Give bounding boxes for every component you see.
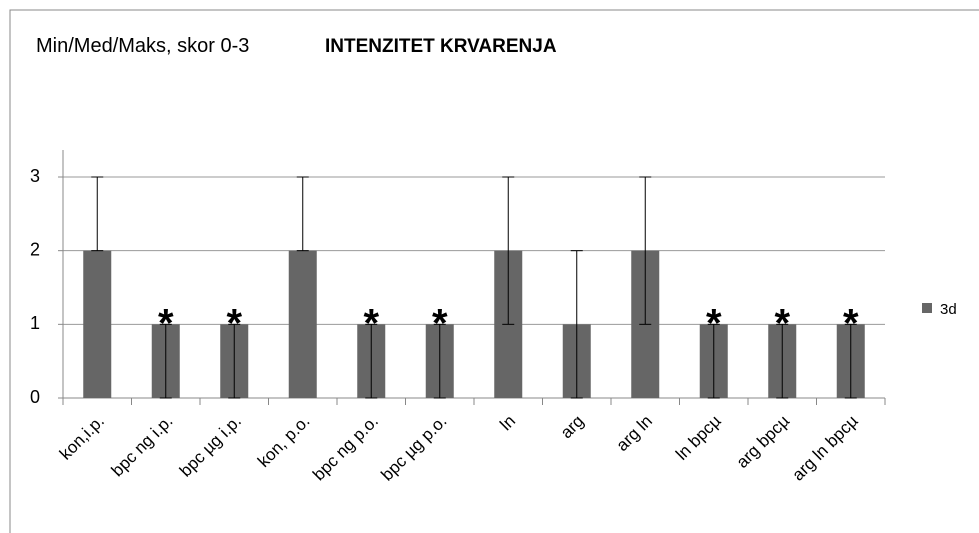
y-tick-label: 2 [30, 239, 40, 259]
significance-marker: * [432, 301, 448, 345]
chart-title: Min/Med/Maks, skor 0-3 [36, 35, 249, 57]
legend-label: 3d [940, 301, 957, 318]
x-tick-label: arg [557, 411, 588, 442]
y-tick-label: 0 [30, 387, 40, 407]
bar [83, 250, 112, 398]
y-tick-label: 1 [30, 313, 40, 333]
x-tick-label: arg ln bpcµ [788, 411, 861, 484]
x-tick-label: bpc µg i.p. [176, 411, 245, 480]
significance-marker: * [158, 301, 174, 345]
x-tick-label: ln [496, 411, 519, 434]
chart-subtitle: INTENZITET KRVARENJA [325, 36, 557, 57]
significance-marker: * [843, 301, 859, 345]
x-tick-label: arg ln [613, 411, 657, 455]
legend-swatch [922, 303, 932, 313]
x-tick-label: bpc ng p.o. [309, 411, 382, 484]
bar [288, 250, 317, 398]
x-tick-label: bpc ng i.p. [108, 411, 177, 480]
x-tick-label: ln bpcµ [672, 411, 725, 464]
y-tick-label: 3 [30, 166, 40, 186]
x-tick-label: arg bpcµ [733, 411, 794, 472]
significance-marker: * [226, 301, 242, 345]
x-tick-label: kon,i.p. [56, 411, 108, 463]
significance-marker: * [363, 301, 379, 345]
chart-frame [9, 9, 979, 533]
x-tick-label: kon, p.o. [254, 411, 314, 471]
significance-marker: * [706, 301, 722, 345]
significance-marker: * [774, 301, 790, 345]
x-tick-label: bpc µg p.o. [377, 411, 450, 484]
